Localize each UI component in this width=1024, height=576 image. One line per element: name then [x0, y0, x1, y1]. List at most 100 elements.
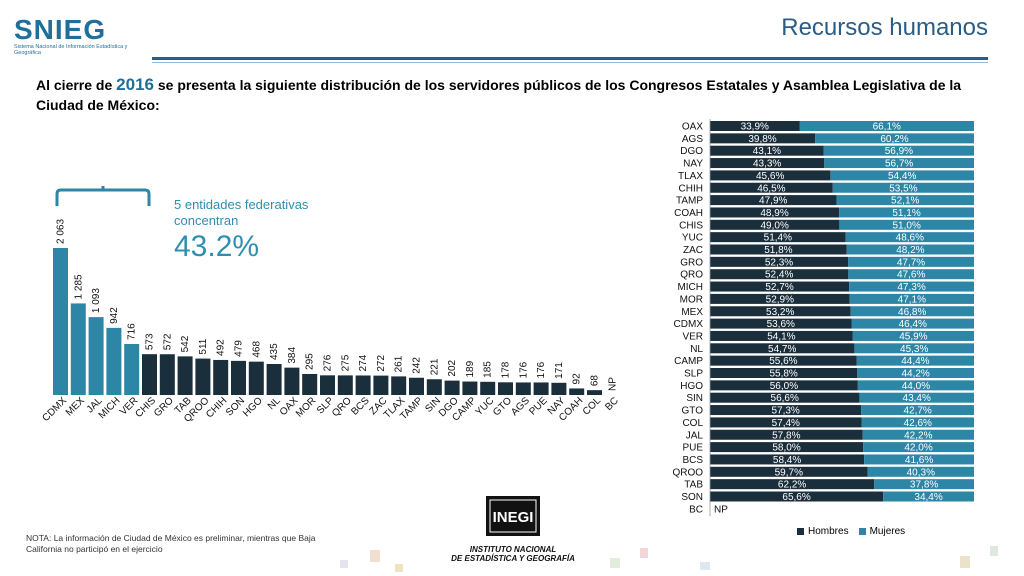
hbar-category-label: JAL: [686, 430, 704, 441]
bar-ags: [515, 382, 531, 395]
hbar-mujeres-jal: [862, 429, 974, 440]
hbar-hombres-tab: [710, 479, 875, 490]
hbar-category-label: QRO: [680, 270, 703, 281]
hbar-hombres-value: 43,1%: [753, 146, 781, 157]
bar-chih: [213, 359, 229, 395]
title-rule-thin: [152, 62, 988, 63]
hbar-hombres-value: 39,8%: [748, 134, 776, 145]
hbar-category-label: OAX: [682, 122, 703, 133]
hbar-category-label: CDMX: [674, 319, 704, 330]
bar-value-label: 274: [358, 354, 369, 371]
hbar-mujeres-value: 37,8%: [910, 480, 938, 491]
hbar-mujeres-hgo: [857, 380, 974, 391]
hbar-category-label: NL: [690, 344, 703, 355]
legend-label-hombres: Hombres: [808, 526, 849, 537]
bar-value-label: NP: [607, 377, 618, 391]
hbar-category-label: TLAX: [678, 171, 703, 182]
inegi-emblem-icon: INEGI: [486, 496, 540, 536]
hbar-category-label: GTO: [682, 406, 704, 417]
bar-category-label: HGO: [241, 395, 265, 419]
hbar-mujeres-value: 52,1%: [891, 196, 919, 207]
bar-value-label: 716: [127, 323, 138, 340]
hbar-category-label: TAB: [684, 480, 703, 491]
hbar-hombres-qroo: [710, 466, 868, 477]
bar-category-label: AGS: [509, 395, 532, 418]
hbar-mujeres-value: 42,0%: [904, 443, 932, 454]
hbar-mujeres-ver: [852, 330, 974, 341]
bar-col: [587, 390, 602, 395]
bar-value-label: 178: [501, 361, 512, 378]
bar-qro: [337, 375, 353, 395]
hbar-hombres-gto: [710, 405, 862, 416]
bar-nl: [266, 364, 282, 395]
bar-value-label: 479: [234, 340, 245, 357]
hbar-mujeres-value: 51,1%: [892, 208, 920, 219]
hbar-hombres-value: 58,0%: [772, 443, 800, 454]
bar-value-label: 1 285: [73, 274, 84, 299]
hbar-category-label: HGO: [680, 381, 703, 392]
intro-year: 2016: [116, 75, 154, 94]
hbar-category-label: DGO: [680, 146, 703, 157]
hbar-mujeres-value: 41,6%: [905, 455, 933, 466]
hbar-mujeres-ags: [815, 133, 974, 144]
hbar-mujeres-mich: [849, 281, 974, 292]
hbar-hombres-value: 55,6%: [769, 356, 797, 367]
hbar-hombres-value: 52,4%: [765, 270, 793, 281]
bar-value-label: 295: [305, 353, 316, 370]
hbar-hombres-value: 46,5%: [757, 183, 785, 194]
bar-mor: [302, 373, 318, 395]
logo-text: SNIEG: [14, 14, 107, 45]
bar-tlax: [391, 376, 407, 395]
bar-pue: [533, 382, 549, 395]
inegi-logo: INEGI: [438, 494, 588, 566]
hbar-category-label: SIN: [686, 393, 703, 404]
hbar-mujeres-value: 44,4%: [901, 356, 929, 367]
bar-value-label: 276: [323, 354, 334, 371]
bar-value-label: 68: [590, 375, 601, 387]
hbar-mujeres-value: 56,7%: [885, 159, 913, 170]
bar-category-label: GRO: [152, 395, 176, 419]
hbar-mujeres-gto: [861, 405, 974, 416]
page-title: Recursos humanos: [781, 14, 988, 41]
hbar-hombres-col: [710, 417, 862, 428]
bar-value-label: 511: [198, 338, 209, 354]
hbar-mujeres-cdmx: [851, 318, 974, 329]
hbar-hombres-value: 47,9%: [759, 196, 787, 207]
hbar-hombres-yuc: [710, 232, 846, 243]
hbar-category-label: ZAC: [683, 245, 703, 256]
hbar-category-label: CHIH: [679, 183, 703, 194]
legend-swatch-hombres: [797, 528, 804, 535]
bar-category-label: MOR: [294, 395, 318, 419]
hbar-hombres-value: 57,3%: [771, 406, 799, 417]
bar-value-label: 1 093: [91, 288, 102, 313]
hbar-mujeres-yuc: [845, 232, 974, 243]
bar-value-label: 492: [216, 339, 227, 356]
hbar-hombres-bcs: [710, 454, 865, 465]
hbar-category-label: GRO: [680, 257, 703, 268]
hbar-hombres-chis: [710, 219, 840, 230]
snieg-logo: SNIEG Sistema Nacional de Información Es…: [6, 6, 136, 56]
hbar-hombres-value: 53,6%: [767, 319, 795, 330]
bar-category-label: YUC: [474, 395, 497, 418]
bar-camp: [462, 381, 478, 395]
hbar-hombres-tamp: [710, 195, 837, 206]
bar-mich: [106, 327, 122, 395]
hbar-hombres-zac: [710, 244, 847, 255]
bar-ver: [124, 343, 140, 395]
hbar-mujeres-value: 48,6%: [896, 233, 924, 244]
concentration-label-line2: concentran: [174, 213, 239, 228]
bar-category-label: COL: [581, 395, 604, 418]
hbar-category-label: SLP: [684, 369, 703, 380]
hbar-mujeres-chih: [832, 182, 974, 193]
hbar-mujeres-value: 47,6%: [897, 270, 925, 281]
bar-value-label: 2 063: [56, 219, 67, 244]
hbar-mujeres-mor: [849, 293, 974, 304]
bar-value-label: 468: [251, 341, 262, 358]
hbar-mujeres-tamp: [836, 195, 974, 206]
hbar-mujeres-dgo: [823, 145, 974, 156]
bar-value-label: 185: [483, 361, 494, 378]
bar-value-label: 176: [536, 361, 547, 378]
hbar-category-label: TAMP: [676, 196, 703, 207]
hbar-mujeres-value: 34,4%: [914, 492, 942, 503]
hbar-hombres-value: 54,7%: [768, 344, 796, 355]
